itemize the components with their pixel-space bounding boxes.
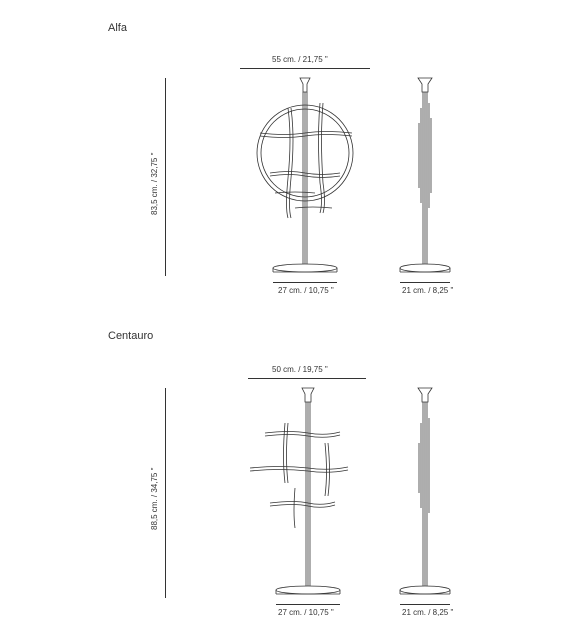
centauro-side-view [400,388,450,603]
centauro-dim-bottom-side-line [400,604,450,605]
centauro-dim-top-line [248,378,366,379]
alfa-front-view [240,78,370,281]
alfa-dim-bottom-side: 21 cm. / 8,25 " [402,286,453,295]
centauro-dim-left-line [165,388,166,598]
centauro-dim-bottom-side: 21 cm. / 8,25 " [402,608,453,617]
alfa-dim-bottom-side-line [400,282,450,283]
centauro-dim-top: 50 cm. / 19,75 " [272,365,328,374]
alfa-dim-top: 55 cm. / 21,75 " [272,55,328,64]
alfa-dim-bottom-front-line [273,282,337,283]
title-centauro: Centauro [108,330,153,342]
title-alfa: Alfa [108,22,127,34]
alfa-dim-left-line [165,78,166,276]
alfa-dim-bottom-front: 27 cm. / 10,75 " [278,286,334,295]
centauro-dim-bottom-front: 27 cm. / 10,75 " [278,608,334,617]
alfa-side-view [400,78,450,281]
centauro-dim-bottom-front-line [276,604,340,605]
alfa-dim-top-line [240,68,370,69]
alfa-front-svg [240,78,370,276]
alfa-side-svg [400,78,450,276]
centauro-dim-left: 88,5 cm. / 34,75 " [150,468,159,530]
centauro-front-view [240,388,358,603]
alfa-dim-left: 83,5 cm. / 32,75 " [150,153,159,215]
centauro-side-svg [400,388,450,598]
centauro-front-svg [240,388,358,598]
